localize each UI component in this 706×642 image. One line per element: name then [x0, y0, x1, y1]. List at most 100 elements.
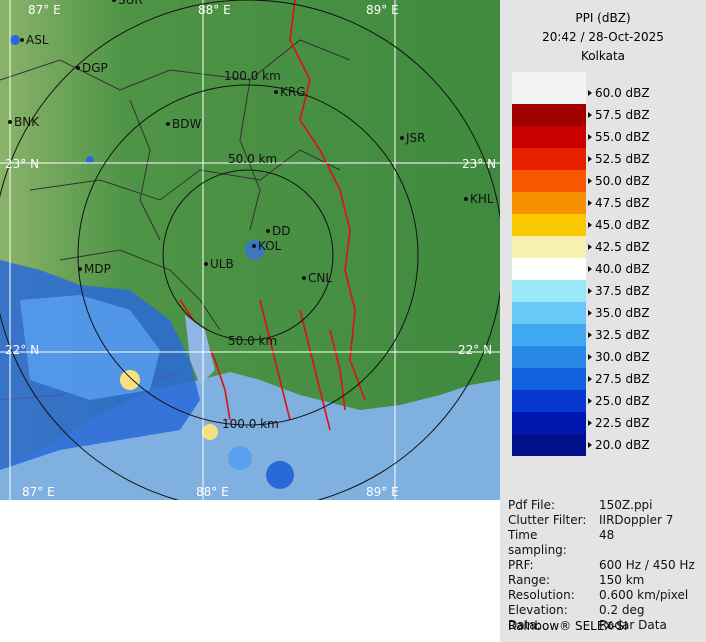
- place-dot: [78, 267, 82, 271]
- info-row: Time sampling: 48: [508, 528, 695, 558]
- datetime: 20:42 / 28-Oct-2025: [542, 30, 664, 44]
- legend-tick: [588, 398, 592, 404]
- info-row: Pdf File: 150Z.ppi: [508, 498, 695, 513]
- grid-label: 87° E: [22, 485, 55, 499]
- grid-label: 87° E: [28, 3, 61, 17]
- legend-swatch: [512, 280, 586, 302]
- legend-tick: [588, 376, 592, 382]
- place-label: DD: [272, 224, 290, 238]
- info-value: 0.600 km/pixel: [599, 588, 689, 602]
- title: PPI (dBZ): [575, 11, 630, 25]
- place-dot: [464, 197, 468, 201]
- legend-label: 42.5 dBZ: [595, 240, 650, 254]
- legend-swatch: [512, 390, 586, 412]
- place-dot: [252, 244, 256, 248]
- legend-swatch: [512, 126, 586, 148]
- legend-label: 30.0 dBZ: [595, 350, 650, 364]
- place-label: KRG: [280, 85, 306, 99]
- range-label: 50.0 km: [228, 334, 277, 348]
- info-value: 150Z.ppi: [599, 498, 653, 512]
- side-panel: PPI (dBZ) 20:42 / 28-Oct-2025 Kolkata 60…: [500, 0, 706, 642]
- legend-tick: [588, 134, 592, 140]
- legend-swatch: [512, 412, 586, 434]
- legend-tick: [588, 354, 592, 360]
- range-label: 50.0 km: [228, 152, 277, 166]
- legend-tick: [588, 244, 592, 250]
- info-value: 48: [599, 528, 615, 542]
- info-key: Elevation:: [508, 603, 568, 617]
- legend-swatch: [512, 104, 586, 126]
- grid-label: 89° E: [366, 3, 399, 17]
- legend-swatch: [512, 258, 586, 280]
- info-value: 0.2 deg: [599, 603, 645, 617]
- legend-label: 25.0 dBZ: [595, 394, 650, 408]
- info-row: Range: 150 km: [508, 573, 695, 588]
- info-key: Data:: [508, 618, 541, 632]
- legend-tick: [588, 90, 592, 96]
- legend-swatch: [512, 302, 586, 324]
- legend-label: 52.5 dBZ: [595, 152, 650, 166]
- legend-label: 47.5 dBZ: [595, 196, 650, 210]
- info-key: Clutter Filter:: [508, 513, 587, 527]
- legend-label: 50.0 dBZ: [595, 174, 650, 188]
- place-dot: [166, 122, 170, 126]
- legend-swatch: [512, 346, 586, 368]
- legend-swatch: [512, 434, 586, 456]
- legend-label: 60.0 dBZ: [595, 86, 650, 100]
- graticule: [0, 0, 500, 500]
- legend-tick: [588, 178, 592, 184]
- place-label: MDP: [84, 262, 111, 276]
- info-row: Data: Radar Data: [508, 618, 695, 633]
- legend-label: 20.0 dBZ: [595, 438, 650, 452]
- grid-label: 88° E: [198, 3, 231, 17]
- place-dot: [302, 276, 306, 280]
- legend-tick: [588, 266, 592, 272]
- info-key: Pdf File:: [508, 498, 556, 512]
- place-dot: [266, 229, 270, 233]
- grid-label: 88° E: [196, 485, 229, 499]
- legend-swatch: [512, 214, 586, 236]
- place-label: BDW: [172, 117, 201, 131]
- grid-label: 89° E: [366, 485, 399, 499]
- place-label: CNL: [308, 271, 332, 285]
- district-borders: [0, 39, 351, 331]
- legend-tick: [588, 442, 592, 448]
- info-row: PRF: 600 Hz / 450 Hz: [508, 558, 695, 573]
- range-rings: [0, 0, 500, 500]
- radar-map: 87° E 88° E 89° E 23° N 23° N 22° N 22° N 87° E…: [0, 0, 500, 500]
- info-row: Clutter Filter: IIRDoppler 7: [508, 513, 695, 528]
- range-label: 100.0 km: [222, 417, 279, 431]
- info-value: Radar Data: [599, 618, 667, 632]
- place-dot: [8, 120, 12, 124]
- legend-label: 22.5 dBZ: [595, 416, 650, 430]
- legend-tick: [588, 420, 592, 426]
- place-label: BNK: [14, 115, 40, 129]
- grid-label: 22° N: [458, 343, 492, 357]
- info-table: Pdf File: 150Z.ppi Clutter Filter: IIRDoppl…: [508, 498, 695, 633]
- place-dot: [400, 136, 404, 140]
- grid-label: 23° N: [462, 157, 496, 171]
- legend-tick: [588, 288, 592, 294]
- legend-tick: [588, 200, 592, 206]
- info-row: Elevation: 0.2 deg: [508, 603, 695, 618]
- grid-label: 23° N: [5, 157, 39, 171]
- place-label: ASL: [26, 33, 49, 47]
- info-key: Time sampling:: [508, 528, 567, 557]
- legend: PPI (dBZ) 20:42 / 28-Oct-2025 Kolkata 60…: [512, 11, 664, 456]
- legend-label: 27.5 dBZ: [595, 372, 650, 386]
- legend-label: 32.5 dBZ: [595, 328, 650, 342]
- info-key: Resolution:: [508, 588, 575, 602]
- legend-tick: [588, 156, 592, 162]
- station: Kolkata: [581, 49, 625, 63]
- legend-label: 40.0 dBZ: [595, 262, 650, 276]
- legend-swatch: [512, 170, 586, 192]
- place-label: KHL: [470, 192, 494, 206]
- info-value: 150 km: [599, 573, 645, 587]
- place-label: ULB: [210, 257, 234, 271]
- info-row: Resolution: 0.600 km/pixel: [508, 588, 695, 603]
- info-value: 600 Hz / 450 Hz: [599, 558, 695, 572]
- legend-swatch: [512, 324, 586, 346]
- legend-tick: [588, 222, 592, 228]
- legend-tick: [588, 112, 592, 118]
